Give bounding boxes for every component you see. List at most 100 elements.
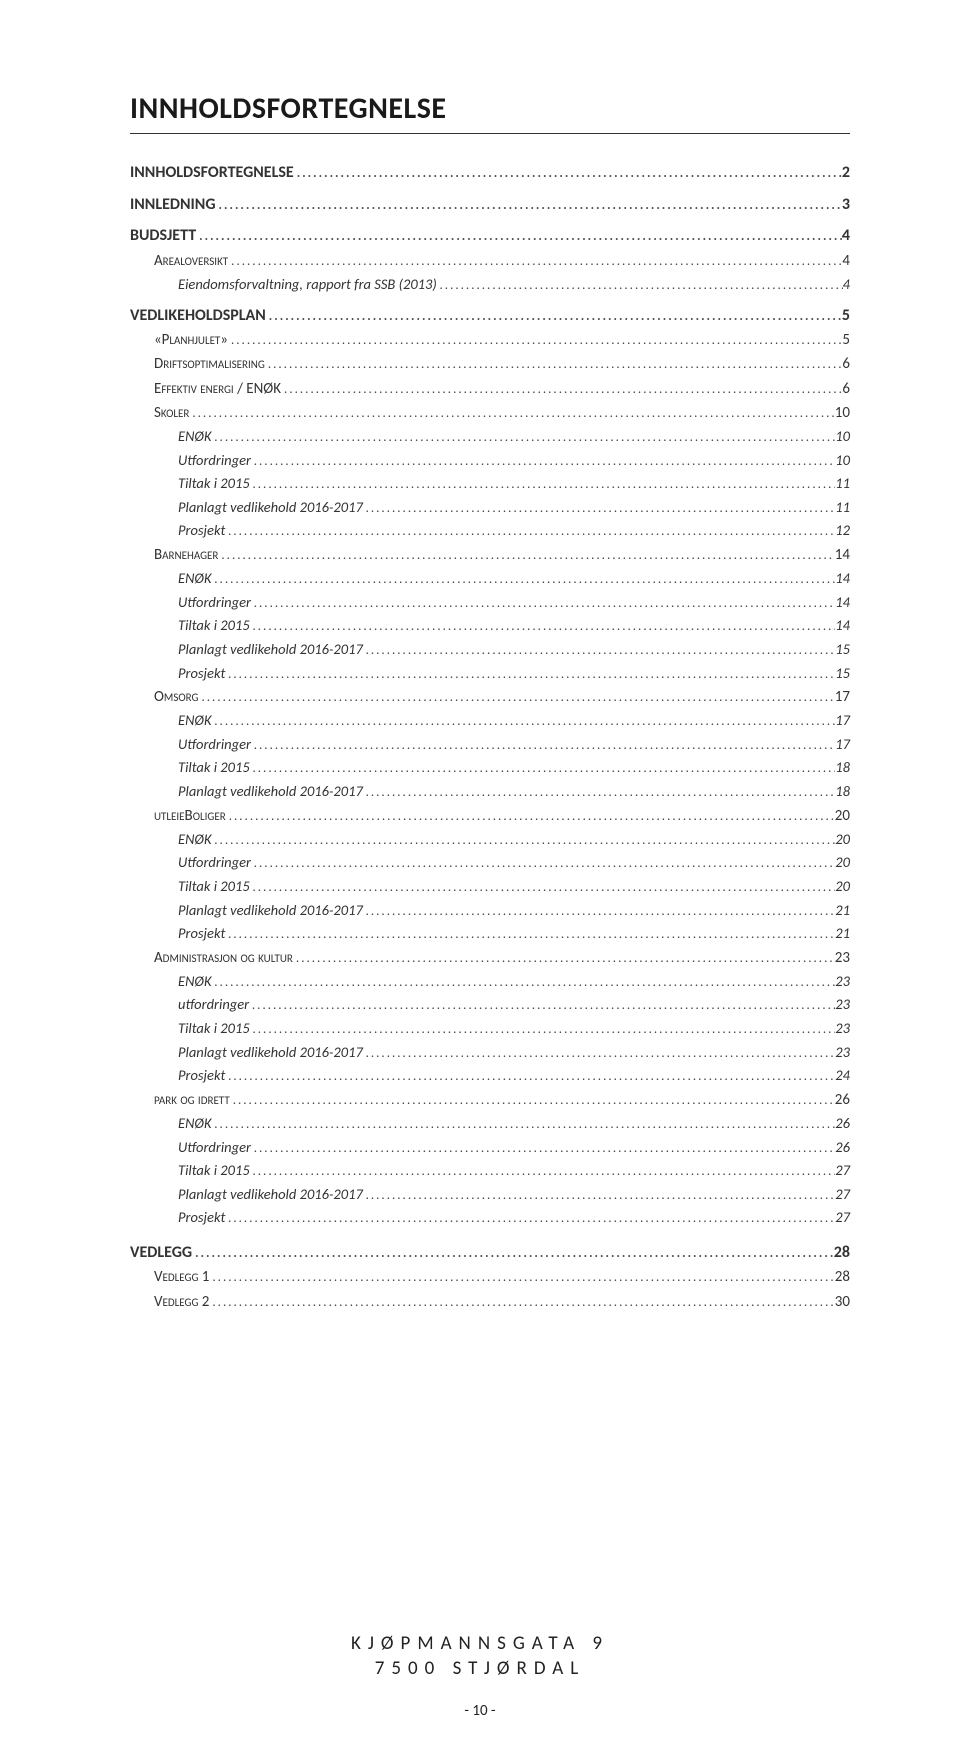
toc-page-number: 3	[842, 194, 850, 216]
toc-row: ENØK 10	[130, 427, 850, 447]
toc-row: Tiltak i 201511	[130, 474, 850, 494]
toc-leader-dots	[281, 381, 842, 399]
toc-label: Planlagt vedlikehold 2016-2017	[178, 1043, 363, 1063]
toc-label: Arealoversikt	[154, 251, 228, 271]
toc-page-number: 26	[835, 1114, 850, 1134]
toc-leader-dots	[251, 453, 835, 471]
toc-row: BUDSJETT 4	[130, 225, 850, 247]
toc-label: Driftsoptimalisering	[154, 354, 265, 374]
toc-page-number: 14	[835, 545, 850, 565]
footer-line-2: 7500 STJØRDAL	[0, 1657, 960, 1680]
page-title: INNHOLDSFORTEGNELSE	[130, 90, 850, 134]
toc-page-number: 28	[835, 1267, 850, 1287]
toc-leader-dots	[250, 760, 836, 778]
toc-page-number: 14	[835, 569, 850, 589]
toc-leader-dots	[218, 547, 834, 565]
toc-label: Planlagt vedlikehold 2016-2017	[178, 901, 363, 921]
toc-label: INNLEDNING	[130, 194, 216, 216]
toc-leader-dots	[212, 974, 836, 992]
toc-row: Utfordringer10	[130, 451, 850, 471]
toc-row: park og idrett26	[130, 1090, 850, 1110]
toc-leader-dots	[225, 523, 835, 541]
toc-row: INNLEDNING 3	[130, 194, 850, 216]
toc-label: Utfordringer	[178, 735, 251, 755]
toc-label: Administrasjon og kultur	[154, 948, 293, 968]
toc-label: ENØK	[178, 569, 212, 589]
toc-label: Omsorg	[154, 687, 198, 707]
toc-row: Planlagt vedlikehold 2016-201711	[130, 498, 850, 518]
toc-label: Prosjekt	[178, 664, 225, 684]
toc-page-number: 6	[842, 379, 850, 399]
toc-page-number: 20	[835, 806, 850, 826]
toc-page-number: 21	[835, 924, 850, 944]
toc-label: Utfordringer	[178, 853, 251, 873]
toc-leader-dots	[363, 1045, 835, 1063]
toc-row: Planlagt vedlikehold 2016-201718	[130, 782, 850, 802]
toc-row: Utfordringer14	[130, 593, 850, 613]
toc-leader-dots	[251, 1140, 835, 1158]
toc-leader-dots	[225, 1068, 835, 1086]
toc-label: Planlagt vedlikehold 2016-2017	[178, 782, 363, 802]
toc-label: Tiltak i 2015	[178, 1019, 250, 1039]
toc-leader-dots	[250, 879, 836, 897]
toc-leader-dots	[212, 571, 836, 589]
toc-page-number: 23	[835, 1043, 850, 1063]
toc-leader-dots	[363, 784, 835, 802]
footer-line-1: KJØPMANNSGATA 9	[0, 1632, 960, 1655]
toc-page-number: 20	[835, 830, 850, 850]
toc-label: ENØK	[178, 427, 212, 447]
toc-row: Prosjekt24	[130, 1066, 850, 1086]
toc-row: ENØK20	[130, 830, 850, 850]
toc-label: Effektiv energi / ENØK	[154, 379, 281, 399]
toc-leader-dots	[250, 476, 836, 494]
toc-row: Prosjekt15	[130, 664, 850, 684]
toc-leader-dots	[293, 950, 835, 968]
toc-leader-dots	[212, 429, 836, 447]
toc-row: Barnehager14	[130, 545, 850, 565]
toc-page-number: 18	[835, 758, 850, 778]
toc-row: Administrasjon og kultur23	[130, 948, 850, 968]
toc-row: ENØK 23	[130, 972, 850, 992]
toc-page-number: 5	[842, 305, 850, 327]
toc-leader-dots	[363, 903, 835, 921]
toc-row: Utfordringer 17	[130, 735, 850, 755]
toc-label: BUDSJETT	[130, 225, 196, 247]
toc-label: Utfordringer	[178, 593, 251, 613]
toc-page-number: 23	[835, 972, 850, 992]
toc-leader-dots	[225, 926, 835, 944]
page-number: - 10 -	[0, 1702, 960, 1720]
toc-page-number: 20	[835, 877, 850, 897]
toc-row: Tiltak i 201514	[130, 616, 850, 636]
toc-page-number: 27	[835, 1208, 850, 1228]
toc-row: Planlagt vedlikehold 2016-201721	[130, 901, 850, 921]
toc-label: Prosjekt	[178, 1066, 225, 1086]
toc-label: park og idrett	[154, 1090, 230, 1110]
toc-label: ENØK	[178, 711, 212, 731]
toc-leader-dots	[437, 277, 843, 295]
toc-leader-dots	[230, 1092, 835, 1110]
toc-row: INNHOLDSFORTEGNELSE2	[130, 162, 850, 184]
toc-row: Prosjekt12	[130, 521, 850, 541]
toc-label: utleieBoliger	[154, 806, 226, 826]
toc-row: ENØK17	[130, 711, 850, 731]
toc-leader-dots	[209, 1269, 834, 1287]
toc-leader-dots	[226, 808, 835, 826]
toc-page-number: 17	[835, 735, 850, 755]
toc-row: VEDLIKEHOLDSPLAN5	[130, 305, 850, 327]
toc-row: Tiltak i 2015 18	[130, 758, 850, 778]
toc-label: Tiltak i 2015	[178, 758, 250, 778]
toc-row: Planlagt vedlikehold 2016-201715	[130, 640, 850, 660]
toc-page-number: 4	[842, 251, 850, 271]
toc-label: Eiendomsforvaltning, rapport fra SSB (20…	[178, 275, 437, 295]
toc-leader-dots	[250, 1021, 836, 1039]
toc-leader-dots	[363, 500, 835, 518]
toc-row: Tiltak i 201523	[130, 1019, 850, 1039]
toc-page-number: 10	[835, 427, 850, 447]
toc-page-number: 4	[842, 225, 850, 247]
toc-leader-dots	[225, 666, 835, 684]
toc-row: Vedlegg 230	[130, 1292, 850, 1312]
toc-label: INNHOLDSFORTEGNELSE	[130, 162, 294, 184]
toc-label: Skoler	[154, 403, 189, 423]
toc-row: utfordringer23	[130, 995, 850, 1015]
toc-label: ENØK	[178, 972, 212, 992]
